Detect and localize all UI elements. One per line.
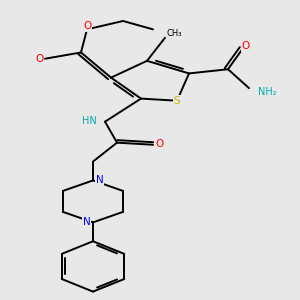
Text: O: O	[241, 41, 250, 51]
Text: CH₃: CH₃	[167, 28, 182, 38]
Text: O: O	[155, 139, 163, 149]
Text: N: N	[82, 218, 90, 227]
Text: O: O	[35, 54, 44, 64]
Text: NH₂: NH₂	[258, 87, 277, 97]
Text: S: S	[174, 96, 180, 106]
Text: O: O	[83, 21, 91, 31]
Text: N: N	[96, 176, 104, 185]
Text: HN: HN	[82, 116, 97, 126]
